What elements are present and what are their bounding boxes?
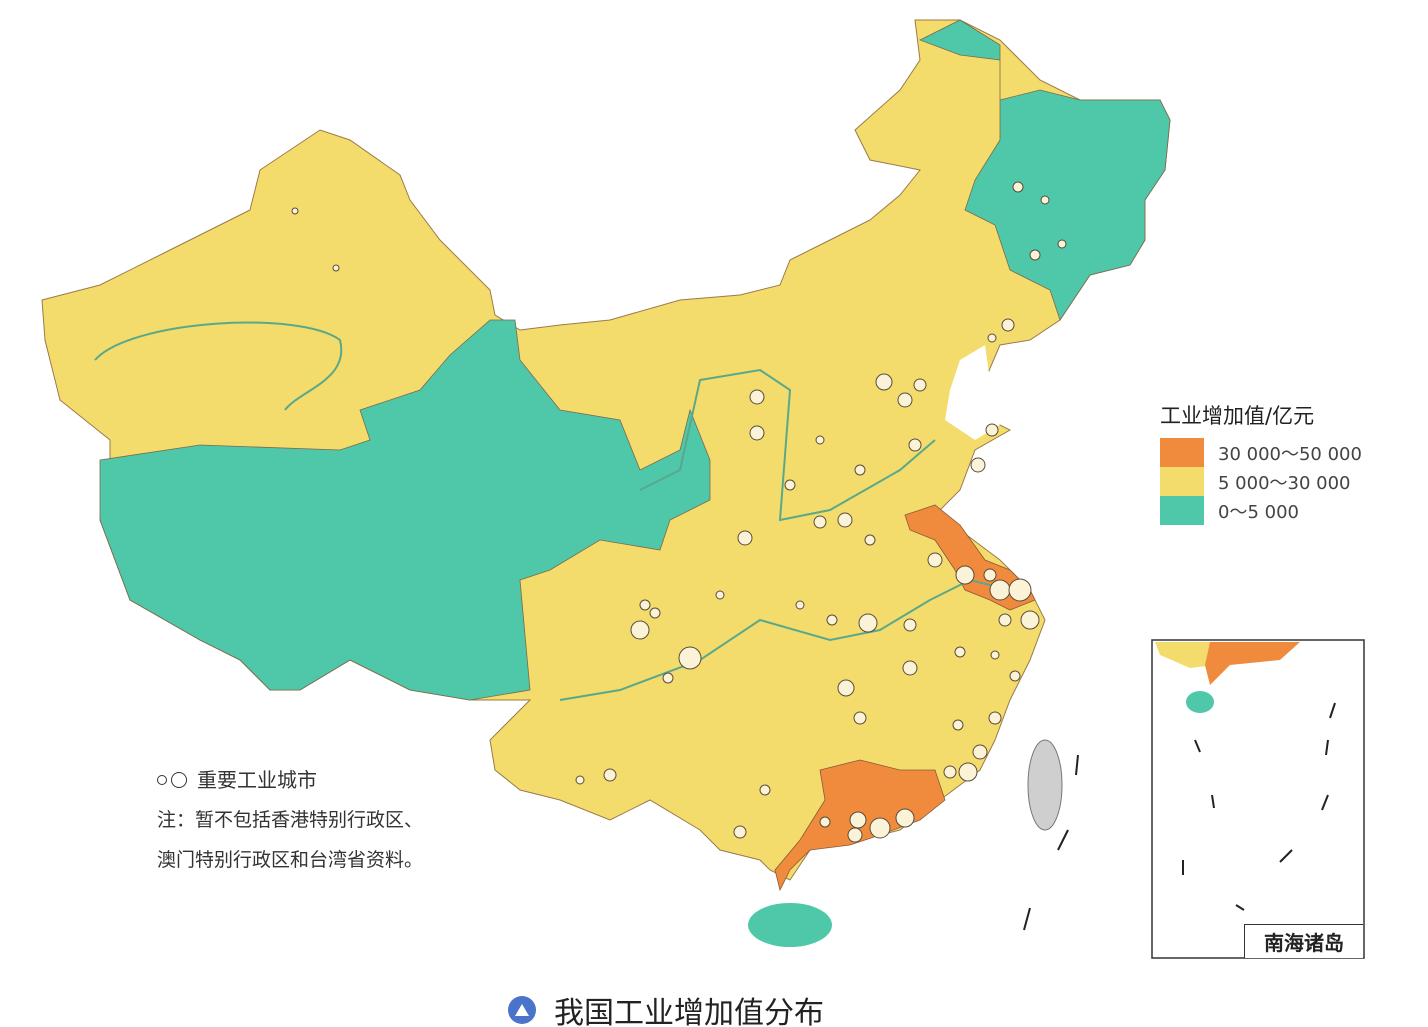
legend-label: 30 000～50 000	[1218, 443, 1362, 465]
industrial-city-marker	[858, 613, 878, 633]
legend-item: 30 000～50 000	[1160, 438, 1362, 467]
industrial-city-marker	[1020, 610, 1040, 630]
legend-item: 5 000～30 000	[1160, 467, 1362, 496]
industrial-city-marker	[332, 264, 340, 272]
industrial-city-marker	[1008, 578, 1032, 602]
industrial-city-marker	[749, 425, 765, 441]
industrial-city-marker	[869, 817, 891, 839]
industrial-city-marker	[639, 599, 651, 611]
industrial-city-marker	[1012, 181, 1024, 193]
inset-frame	[1151, 639, 1365, 959]
industrial-city-marker	[837, 679, 855, 697]
legend-swatch-yellow	[1160, 467, 1204, 496]
industrial-city-marker	[990, 650, 1000, 660]
industrial-city-marker	[1001, 318, 1015, 332]
industrial-city-marker	[849, 811, 867, 829]
industrial-city-marker	[815, 435, 825, 445]
industrial-city-marker	[662, 672, 674, 684]
legend-swatch-teal	[1160, 496, 1204, 525]
inset-guangdong	[1205, 642, 1300, 685]
industrial-city-marker	[603, 768, 617, 782]
industrial-city-marker	[749, 389, 765, 405]
inset-land	[1155, 642, 1220, 668]
city-key: 重要工业城市	[157, 760, 423, 800]
industrial-city-marker	[954, 646, 966, 658]
river-yangtze	[559, 578, 1011, 701]
inset-label: 南海诸岛	[1244, 924, 1363, 958]
caption-title: 我国工业增加值分布	[554, 996, 824, 1027]
industrial-city-marker	[837, 512, 853, 528]
industrial-city-marker	[902, 660, 918, 676]
industrial-city-marker	[759, 784, 771, 796]
industrial-city-marker	[875, 373, 893, 391]
legend-label: 0～5 000	[1218, 501, 1299, 523]
industrial-city-marker	[630, 620, 650, 640]
industrial-city-marker	[678, 646, 702, 670]
inset-hainan	[1186, 691, 1214, 713]
industrial-city-marker	[853, 711, 867, 725]
industrial-city-marker	[958, 762, 978, 782]
map-notes: 重要工业城市 注：暂不包括香港特别行政区、 澳门特别行政区和台湾省资料。	[157, 760, 423, 880]
city-key-label: 重要工业城市	[197, 768, 317, 792]
industrial-city-marker	[897, 392, 913, 408]
region-0-5000-hainan	[748, 903, 832, 947]
region-0-5000-heilongjiang	[919, 19, 1171, 321]
industrial-city-marker	[649, 607, 661, 619]
industrial-city-marker	[575, 775, 585, 785]
note-line-2: 澳门特别行政区和台湾省资料。	[157, 849, 424, 871]
industrial-cities	[291, 181, 1067, 843]
industrial-city-marker	[908, 438, 922, 452]
region-0-5000-west	[99, 319, 711, 701]
industrial-city-marker	[955, 565, 975, 585]
legend-title: 工业增加值/亿元	[1160, 404, 1315, 428]
industrial-city-marker	[903, 618, 917, 632]
industrial-city-marker	[291, 207, 299, 215]
figure-caption: 我国工业增加值分布	[508, 988, 824, 1027]
industrial-city-marker	[864, 534, 876, 546]
legend-item: 0～5 000	[1160, 496, 1362, 525]
industrial-city-marker	[987, 333, 997, 343]
industrial-city-marker	[819, 816, 831, 828]
inset-dashed-boundary	[1023, 702, 1336, 931]
industrial-city-marker	[737, 530, 753, 546]
industrial-city-marker	[989, 579, 1011, 601]
industrial-city-marker	[1040, 195, 1050, 205]
note-line-1: 注：暂不包括香港特别行政区、	[157, 809, 424, 831]
industrial-city-marker	[952, 719, 964, 731]
industrial-city-marker	[1029, 249, 1041, 261]
industrial-city-marker	[913, 378, 927, 392]
legend-label: 5 000～30 000	[1218, 472, 1351, 494]
industrial-city-marker	[1009, 670, 1021, 682]
industrial-city-marker	[733, 825, 747, 839]
industrial-city-marker	[715, 590, 725, 600]
industrial-city-marker	[927, 552, 943, 568]
industrial-city-marker	[784, 479, 796, 491]
industrial-city-marker	[895, 808, 915, 828]
industrial-city-marker	[826, 614, 838, 626]
river-yellow	[639, 368, 936, 522]
industrial-city-marker	[985, 423, 999, 437]
industrial-city-marker	[854, 464, 866, 476]
industrial-city-marker	[813, 515, 827, 529]
industrial-city-marker	[1057, 239, 1067, 249]
industrial-city-marker	[847, 827, 863, 843]
bohai-sea	[945, 345, 1000, 440]
tarim-lake	[94, 321, 343, 411]
industrial-city-marker	[972, 744, 988, 760]
industrial-city-marker	[988, 711, 1002, 725]
industrial-city-marker	[943, 765, 957, 779]
taiwan	[1027, 739, 1063, 831]
industrial-city-marker	[795, 600, 805, 610]
industrial-city-marker	[983, 568, 997, 582]
legend: 工业增加值/亿元 30 000～50 000 5 000～30 000 0～5 …	[1160, 400, 1362, 525]
circle-outline-icon	[157, 775, 167, 785]
legend-swatch-orange	[1160, 438, 1204, 467]
industrial-city-marker	[970, 457, 986, 473]
circle-outline-icon	[171, 772, 187, 788]
triangle-badge-icon	[508, 996, 536, 1024]
industrial-city-marker	[998, 613, 1012, 627]
